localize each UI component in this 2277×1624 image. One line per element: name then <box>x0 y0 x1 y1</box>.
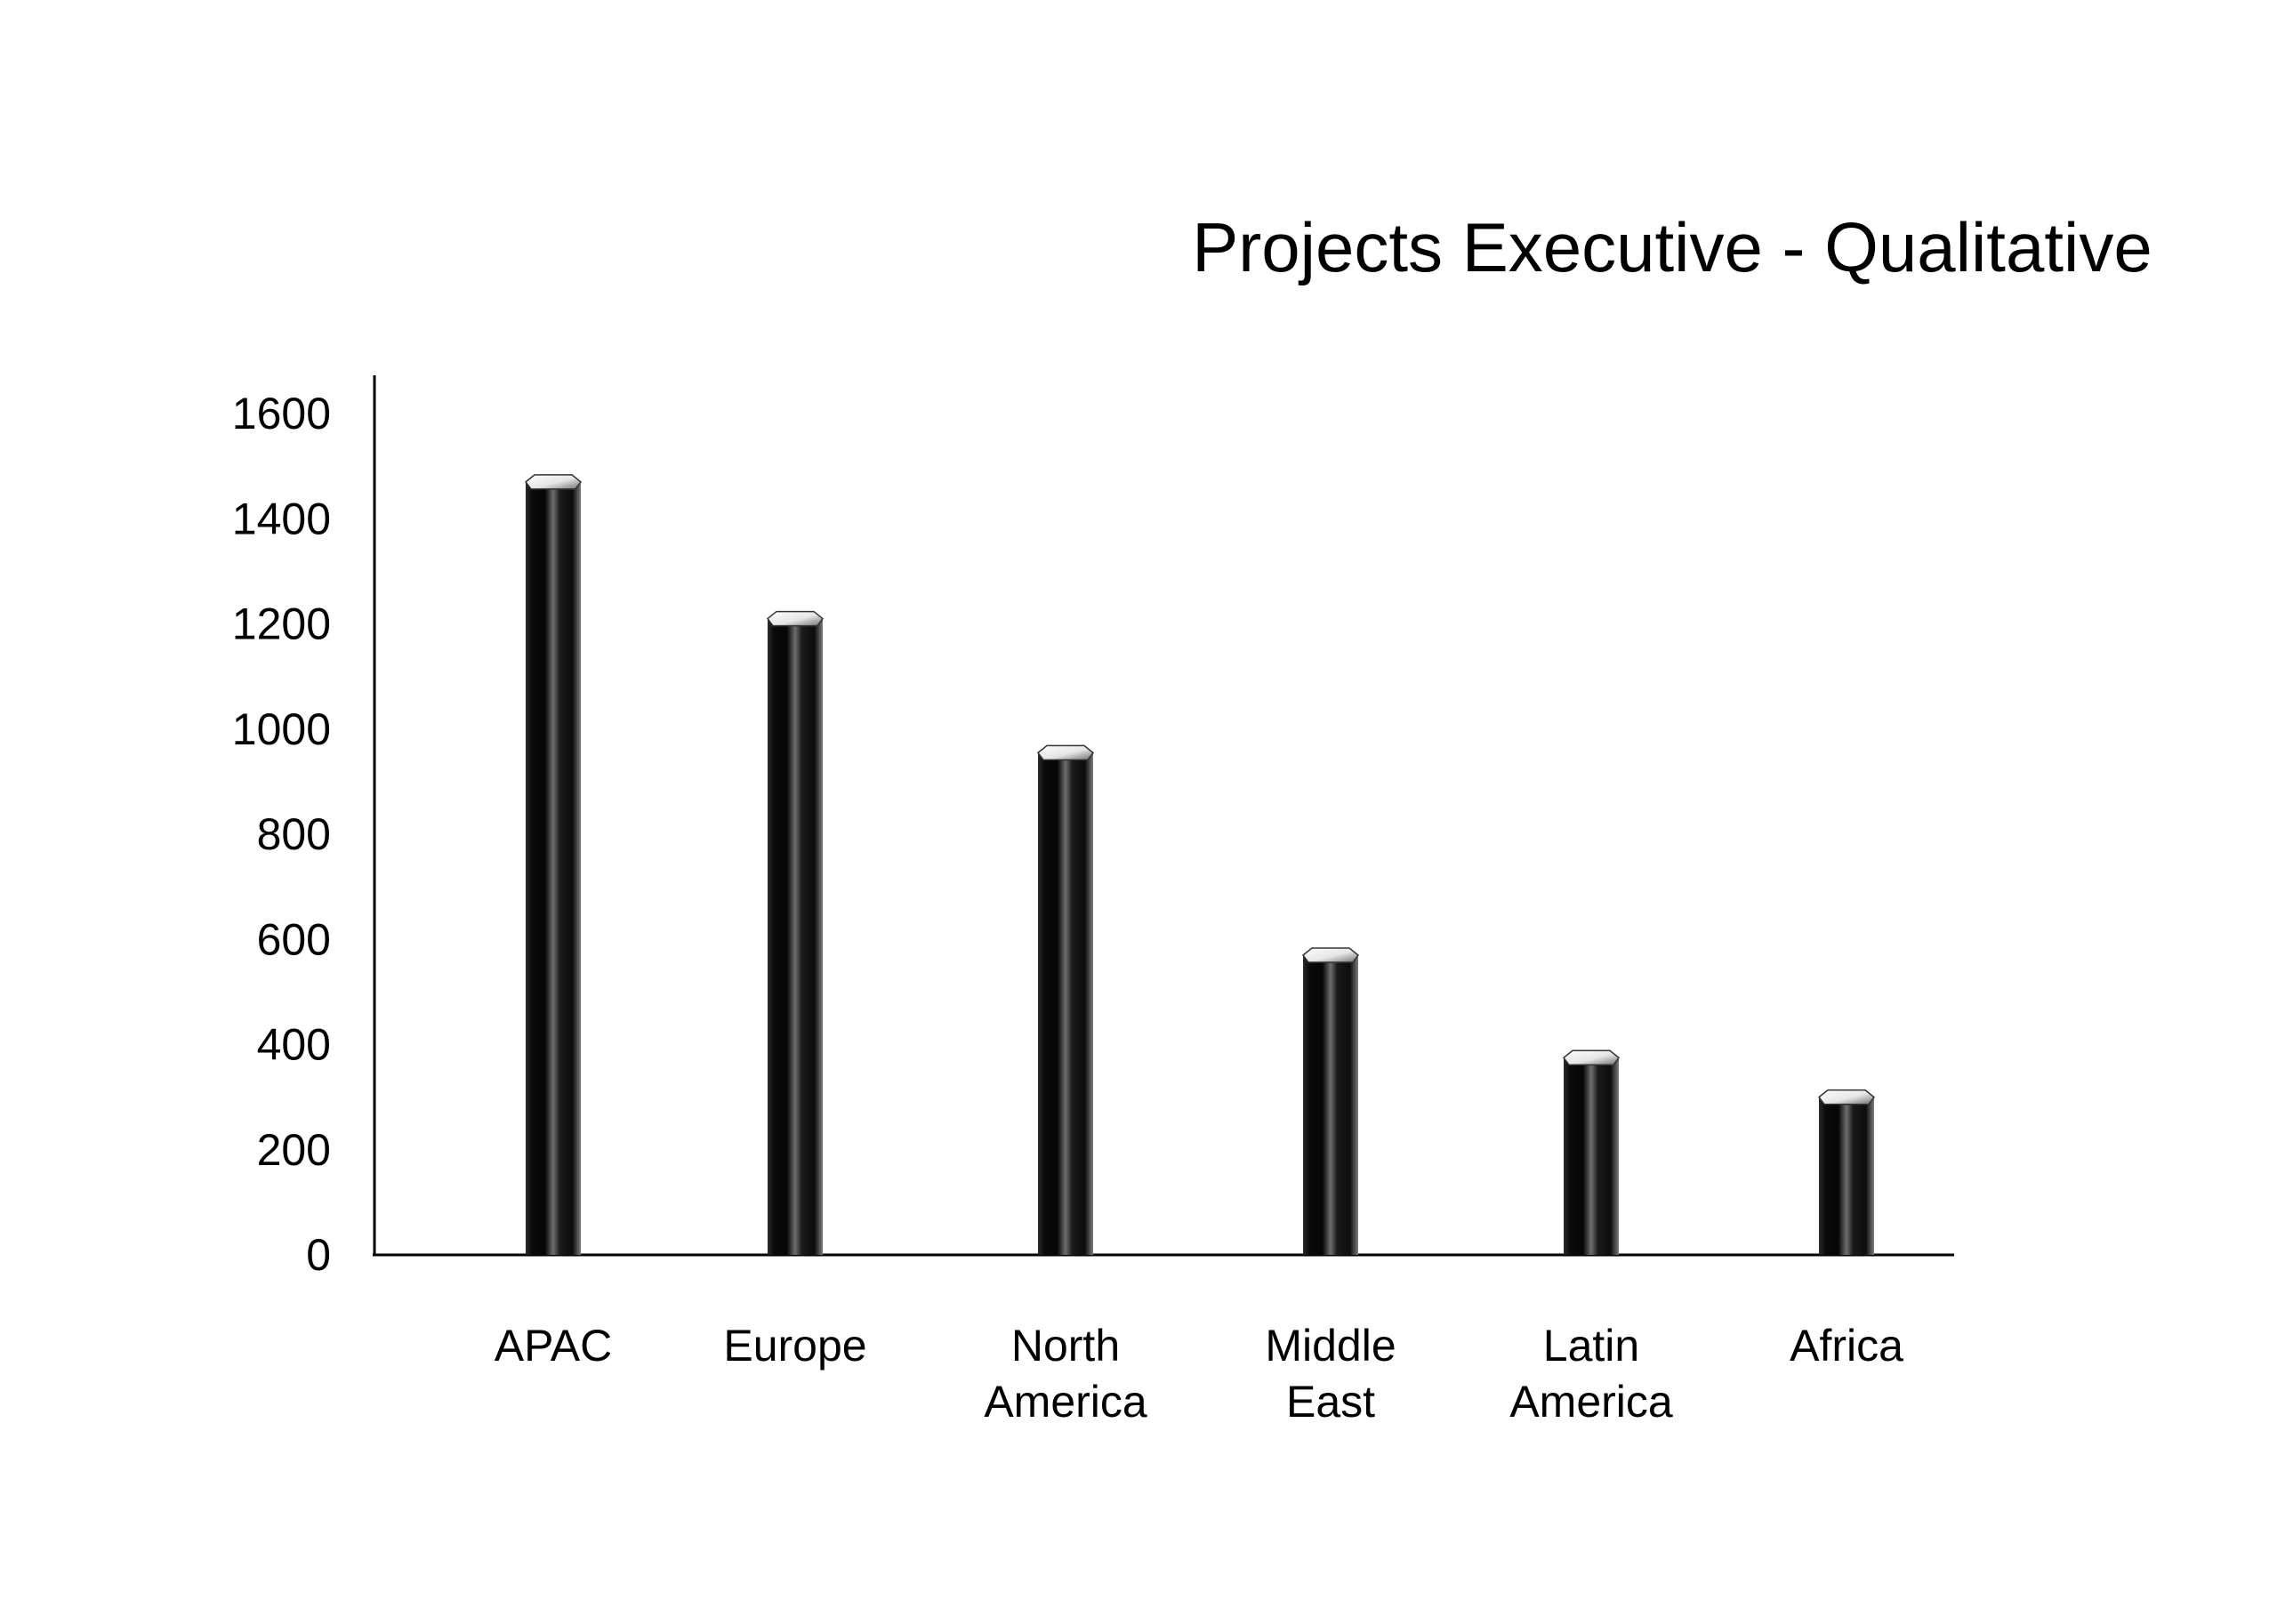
category-label: North <box>1011 1321 1120 1371</box>
bar <box>766 610 825 1255</box>
bar-body <box>1564 1057 1619 1255</box>
category-label: America <box>1509 1377 1673 1427</box>
y-tick-label: 1000 <box>232 704 331 754</box>
bar <box>524 474 583 1255</box>
bar <box>1301 947 1360 1255</box>
y-tick-label: 200 <box>257 1125 331 1175</box>
y-tick-label: 1200 <box>232 599 331 649</box>
bar-cap <box>1036 744 1095 761</box>
bar-body <box>1819 1097 1874 1255</box>
bars <box>524 474 1876 1255</box>
category-label: East <box>1286 1377 1375 1427</box>
category-label: Middle <box>1265 1321 1396 1371</box>
y-tick-label: 400 <box>257 1020 331 1070</box>
bar-cap <box>1817 1089 1876 1105</box>
bar-body <box>1303 954 1358 1255</box>
bar-body <box>1038 752 1093 1255</box>
bar-cap <box>524 474 583 490</box>
bar-cap <box>1562 1049 1621 1066</box>
y-tick-labels: 0 200 400 600 800 1000 1200 1400 1600 <box>232 389 331 1280</box>
y-tick-label: 800 <box>257 809 331 859</box>
y-tick-label: 0 <box>306 1230 331 1280</box>
bar <box>1036 744 1095 1255</box>
y-tick-label: 600 <box>257 914 331 964</box>
bar-body <box>526 481 581 1255</box>
category-label: APAC <box>495 1321 612 1371</box>
y-tick-label: 1600 <box>232 389 331 438</box>
bar <box>1562 1049 1621 1255</box>
bar-body <box>768 618 823 1255</box>
category-label: Europe <box>723 1321 866 1371</box>
bar-cap <box>1301 947 1360 963</box>
y-tick-label: 1400 <box>232 494 331 543</box>
category-label: Africa <box>1790 1321 1903 1371</box>
category-label: Latin <box>1543 1321 1639 1371</box>
bar <box>1817 1089 1876 1255</box>
bar-cap <box>766 610 825 627</box>
category-labels: APAC Europe North America Middle East Latin Ame… <box>495 1321 1903 1427</box>
chart-title: Projects Executive - Qualitative <box>1192 208 2152 286</box>
category-label: America <box>984 1377 1147 1427</box>
